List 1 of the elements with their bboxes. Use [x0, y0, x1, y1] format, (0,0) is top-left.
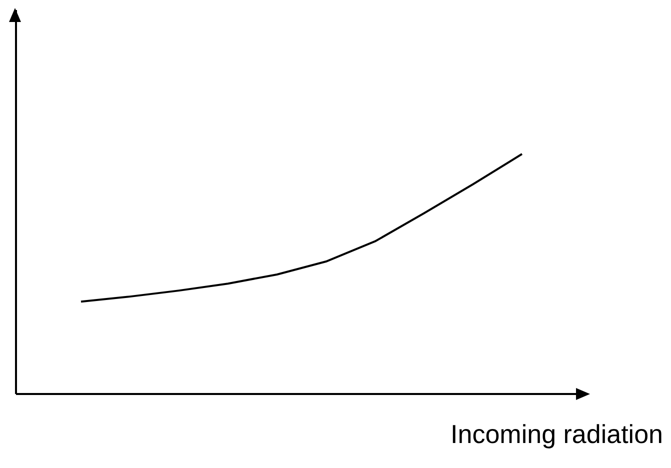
x-axis-title: Incoming radiation — [450, 419, 663, 450]
